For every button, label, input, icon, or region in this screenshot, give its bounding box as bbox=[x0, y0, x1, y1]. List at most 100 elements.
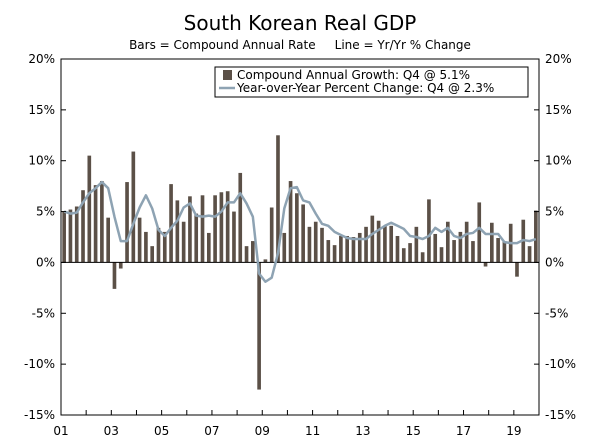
bar-2001Q4 bbox=[81, 190, 85, 263]
bar-2012Q3 bbox=[351, 237, 356, 263]
y-tick-label-left: 15% bbox=[28, 103, 55, 117]
bar-2015Q2 bbox=[420, 252, 425, 263]
y-tick-label-left: -10% bbox=[24, 357, 55, 371]
bar-2016Q4 bbox=[458, 231, 463, 263]
bar-2010Q1 bbox=[288, 181, 293, 263]
bar-2016Q1 bbox=[439, 247, 444, 263]
bar-2015Q3 bbox=[427, 199, 431, 263]
y-tick-label-right: -10% bbox=[545, 357, 576, 371]
bar-2009Q3 bbox=[276, 135, 280, 263]
bar-2001Q3 bbox=[74, 206, 79, 263]
bar-2011Q1 bbox=[313, 221, 318, 263]
bar-2006Q2 bbox=[194, 213, 199, 263]
bar-2005Q4 bbox=[181, 221, 186, 263]
bar-2012Q1 bbox=[339, 235, 343, 263]
x-tick-label: 01 bbox=[53, 424, 68, 438]
bar-2006Q4 bbox=[206, 232, 211, 263]
bar-2009Q2 bbox=[269, 207, 274, 263]
x-tick-label: 11 bbox=[305, 424, 320, 438]
bar-2007Q4 bbox=[232, 211, 236, 263]
y-tick-label-left: 0% bbox=[36, 255, 55, 269]
bar-2006Q1 bbox=[188, 196, 192, 263]
bar-2014Q3 bbox=[401, 248, 406, 263]
yoy-line bbox=[63, 180, 537, 283]
y-tick-label-right: 15% bbox=[545, 103, 572, 117]
bar-2003Q1 bbox=[112, 262, 117, 289]
bar-2011Q3 bbox=[326, 240, 331, 263]
bar-2013Q1 bbox=[364, 226, 368, 263]
y-tick-label-right: 10% bbox=[545, 154, 572, 168]
bar-2008Q2 bbox=[244, 246, 249, 263]
bar-2012Q4 bbox=[357, 232, 362, 263]
bar-2006Q3 bbox=[200, 195, 205, 263]
bar-2007Q3 bbox=[225, 191, 230, 263]
bar-2001Q2 bbox=[68, 209, 73, 263]
bar-2003Q2 bbox=[118, 262, 123, 269]
bar-2017Q4 bbox=[483, 262, 488, 267]
y-tick-label-right: -15% bbox=[545, 408, 576, 422]
bar-2018Q2 bbox=[496, 238, 500, 263]
bar-2003Q3 bbox=[125, 182, 129, 263]
bar-2002Q3 bbox=[100, 181, 104, 263]
bar-2004Q1 bbox=[137, 217, 142, 263]
legend-bar-label: Compound Annual Growth: Q4 @ 5.1% bbox=[237, 68, 470, 82]
y-tick-label-left: -5% bbox=[32, 306, 55, 320]
bar-2013Q2 bbox=[370, 215, 375, 263]
bar-2009Q1 bbox=[263, 259, 268, 263]
bar-2011Q4 bbox=[332, 245, 337, 263]
x-tick-label: 17 bbox=[456, 424, 471, 438]
bar-2011Q2 bbox=[320, 227, 324, 263]
bar-2004Q4 bbox=[156, 227, 161, 263]
y-tick-label-right: 0% bbox=[545, 255, 564, 269]
plot-frame bbox=[60, 58, 540, 416]
bar-2005Q2 bbox=[169, 184, 173, 263]
bar-2017Q1 bbox=[464, 221, 469, 263]
x-tick-label: 13 bbox=[355, 424, 370, 438]
bar-2018Q1 bbox=[490, 222, 494, 263]
y-tick-label-right: -5% bbox=[545, 306, 568, 320]
bar-2004Q3 bbox=[150, 246, 155, 263]
bar-2019Q1 bbox=[515, 262, 519, 277]
bar-2010Q4 bbox=[307, 226, 312, 263]
bar-2008Q1 bbox=[238, 172, 243, 263]
bar-2019Q4 bbox=[534, 210, 538, 263]
bar-2010Q3 bbox=[301, 204, 305, 263]
bar-2007Q1 bbox=[213, 195, 217, 263]
y-tick-label-right: 20% bbox=[545, 52, 572, 66]
y-tick-label-left: 20% bbox=[28, 52, 55, 66]
y-tick-label-left: -15% bbox=[24, 408, 55, 422]
bar-2015Q1 bbox=[414, 226, 419, 263]
bar-2003Q4 bbox=[131, 151, 136, 263]
legend[interactable]: Compound Annual Growth: Q4 @ 5.1% Year-o… bbox=[214, 66, 529, 98]
y-tick-label-right: 5% bbox=[545, 205, 564, 219]
x-tick-label: 15 bbox=[406, 424, 421, 438]
bar-2013Q3 bbox=[376, 220, 381, 263]
bar-2012Q2 bbox=[345, 235, 349, 263]
bar-2004Q2 bbox=[144, 231, 148, 263]
bar-2002Q1 bbox=[87, 155, 92, 263]
x-tick-label: 03 bbox=[104, 424, 119, 438]
bar-2016Q2 bbox=[445, 221, 450, 263]
bar-2017Q2 bbox=[471, 241, 475, 263]
line-series bbox=[63, 180, 537, 283]
bar-2002Q4 bbox=[106, 217, 110, 263]
bar-2013Q4 bbox=[383, 225, 387, 263]
bar-2005Q1 bbox=[162, 231, 167, 263]
bar-2001Q1 bbox=[62, 211, 66, 263]
axes: 20% 20% 15% 15% 10% 10% 5% 5% 0% 0% -5% -5% -10% -10%… bbox=[24, 52, 576, 438]
legend-line-label: Year-over-Year Percent Change: Q4 @ 2.3% bbox=[236, 81, 494, 95]
y-tick-label-left: 10% bbox=[28, 154, 55, 168]
bar-2014Q2 bbox=[395, 235, 400, 263]
bar-2008Q3 bbox=[251, 241, 255, 263]
bar-2015Q4 bbox=[433, 233, 438, 263]
bar-2008Q4 bbox=[257, 262, 261, 390]
bar-2017Q3 bbox=[477, 202, 482, 263]
bar-2019Q3 bbox=[527, 246, 532, 263]
y-tick-label-left: 5% bbox=[36, 205, 55, 219]
bar-2016Q3 bbox=[452, 240, 456, 263]
legend-bar-swatch bbox=[223, 70, 232, 80]
bar-2018Q3 bbox=[502, 241, 507, 263]
bar-2002Q2 bbox=[93, 185, 98, 263]
bar-2010Q2 bbox=[295, 193, 299, 263]
